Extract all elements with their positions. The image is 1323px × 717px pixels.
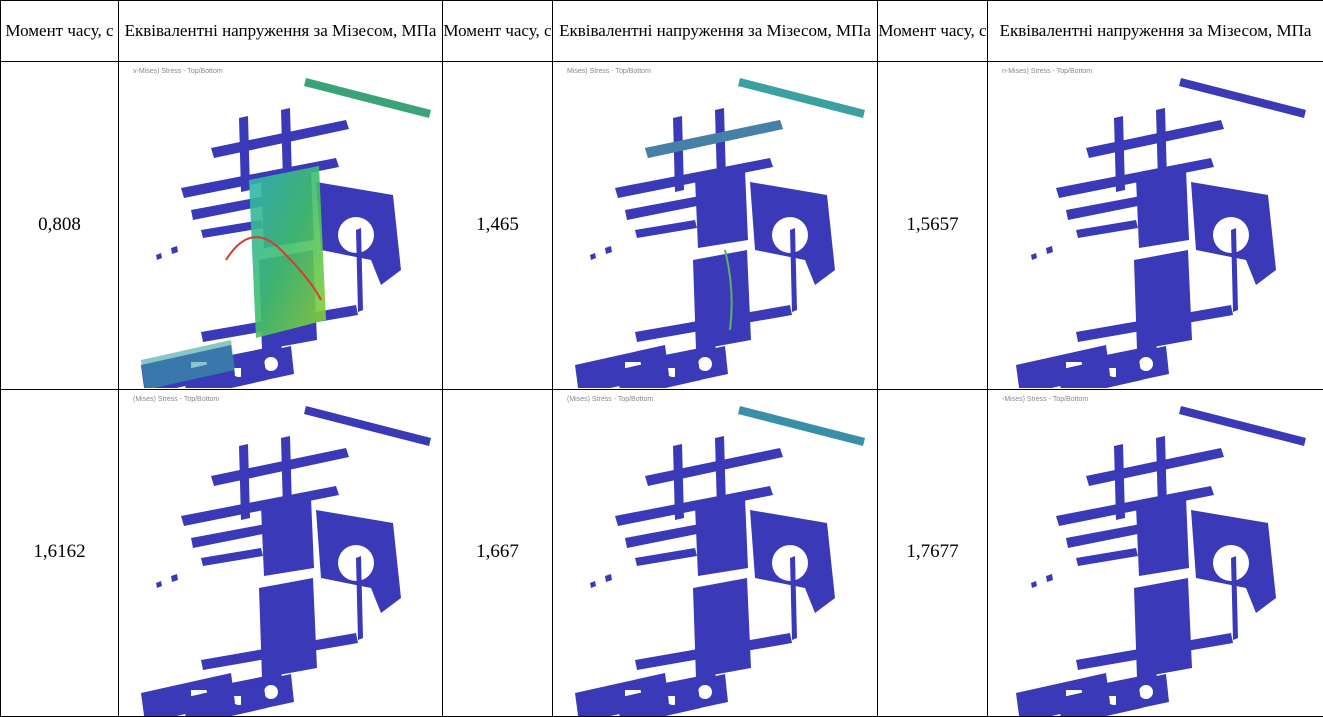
stress-render [140, 405, 431, 716]
header-cell: Момент часу, с [442, 0, 553, 62]
header-cell: Еквівалентні напруження за Мізесом, МПа [552, 0, 878, 62]
data-row: 1,6162 (Mises) Stress - Top/Bottom 1,667… [0, 388, 1323, 717]
header-cell: Момент часу, с [0, 0, 119, 62]
header-cell: Еквівалентні напруження за Мізесом, МПа [118, 0, 443, 62]
image-cell: (Mises) Stress - Top/Bottom [552, 388, 878, 717]
image-cell: n-Mises) Stress - Top/Bottom [987, 61, 1323, 390]
image-caption: (Mises) Stress - Top/Bottom [133, 395, 220, 403]
stress-render [140, 78, 431, 389]
image-caption: n-Mises) Stress - Top/Bottom [1002, 68, 1093, 75]
time-cell: 1,5657 [877, 61, 988, 390]
header-row: Момент часу, с Еквівалентні напруження з… [0, 0, 1323, 62]
header-cell: Еквівалентні напруження за Мізесом, МПа [987, 0, 1323, 62]
time-cell: 1,465 [442, 61, 553, 390]
image-cell: Mises) Stress - Top/Bottom [552, 61, 878, 390]
data-row: 0,808 v-Mises) Stress - Top/Bottom 1,465… [0, 61, 1323, 390]
stress-render [575, 405, 865, 716]
image-cell: (Mises) Stress - Top/Bottom [118, 388, 443, 717]
time-cell: 1,6162 [0, 388, 119, 717]
stress-render [1015, 405, 1306, 716]
time-cell: 1,667 [442, 388, 553, 717]
time-cell: 0,808 [0, 61, 119, 390]
image-caption: v-Mises) Stress - Top/Bottom [133, 68, 223, 75]
image-cell: -Mises) Stress - Top/Bottom [987, 388, 1323, 717]
stress-render [575, 78, 865, 389]
image-caption: Mises) Stress - Top/Bottom [567, 68, 651, 75]
image-caption: (Mises) Stress - Top/Bottom [567, 395, 654, 403]
stress-render [1015, 78, 1306, 389]
image-cell: v-Mises) Stress - Top/Bottom [118, 61, 443, 390]
header-cell: Момент часу, с [877, 0, 988, 62]
time-cell: 1,7677 [877, 388, 988, 717]
image-caption: -Mises) Stress - Top/Bottom [1002, 395, 1089, 403]
